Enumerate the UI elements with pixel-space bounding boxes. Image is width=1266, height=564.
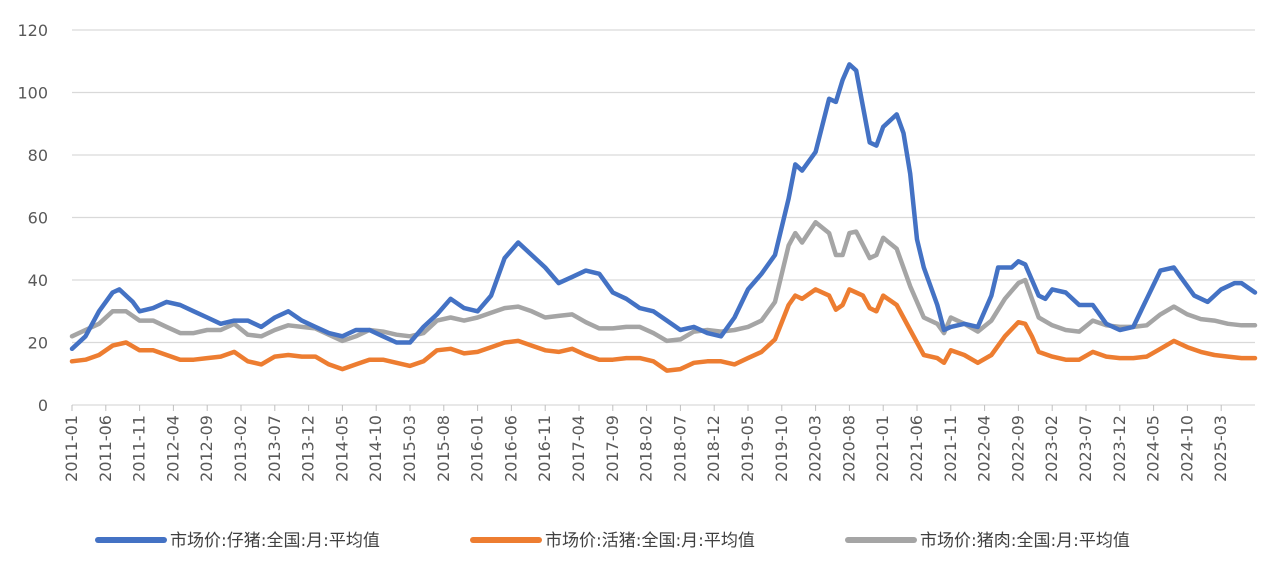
x-tick-label: 2011-06 <box>96 415 115 482</box>
x-tick-label: 2024-10 <box>1177 415 1196 482</box>
legend-item-3: 市场价:猪肉:全国:月:平均值 <box>845 531 1130 551</box>
y-tick-label: 120 <box>17 21 48 40</box>
x-tick-label: 2011-11 <box>130 415 149 482</box>
y-tick-label: 0 <box>38 396 48 415</box>
x-tick-label: 2019-10 <box>772 415 791 482</box>
legend-label: 市场价:猪肉:全国:月:平均值 <box>920 531 1130 551</box>
series-line-1 <box>69 62 1258 352</box>
series-lines <box>69 62 1258 373</box>
x-tick-label: 2015-08 <box>434 415 453 482</box>
x-tick-label: 2020-03 <box>806 415 825 482</box>
x-tick-label: 2014-05 <box>332 415 351 482</box>
x-tick-label: 2021-01 <box>873 415 892 482</box>
x-tick-label: 2016-11 <box>535 415 554 482</box>
x-tick-label: 2015-03 <box>400 415 419 482</box>
x-tick-label: 2011-01 <box>62 415 81 482</box>
series-line-3 <box>69 219 1258 344</box>
x-tick-label: 2025-03 <box>1211 415 1230 482</box>
x-tick-label: 2018-12 <box>704 415 723 482</box>
legend-label: 市场价:活猪:全国:月:平均值 <box>545 531 755 551</box>
x-tick-label: 2023-12 <box>1110 415 1129 482</box>
x-tick-label: 2016-01 <box>468 415 487 482</box>
legend-label: 市场价:仔猪:全国:月:平均值 <box>170 531 380 551</box>
grid-lines <box>72 29 1255 344</box>
y-tick-label: 40 <box>28 271 48 290</box>
x-tick-label: 2018-07 <box>670 415 689 482</box>
x-tick-label: 2022-04 <box>975 415 994 482</box>
x-tick-label: 2022-09 <box>1008 415 1027 482</box>
y-tick-label: 20 <box>28 334 48 353</box>
x-axis: 2011-01 2011-06 2011-11 2012-04 2012-09 2013-… <box>62 404 1255 482</box>
legend-item-1: 市场价:仔猪:全国:月:平均值 <box>95 531 380 551</box>
x-tick-label: 2014-10 <box>366 415 385 482</box>
y-tick-label: 80 <box>28 146 48 165</box>
x-tick-label: 2023-07 <box>1076 415 1095 482</box>
x-tick-label: 2019-05 <box>738 415 757 482</box>
y-axis-ticks: 0 20 40 60 80 100 120 <box>17 21 48 415</box>
x-tick-label: 2020-08 <box>839 415 858 482</box>
x-tick-label: 2013-02 <box>231 415 250 482</box>
x-tick-label: 2017-09 <box>603 415 622 482</box>
x-tick-label: 2018-02 <box>637 415 656 482</box>
y-tick-label: 100 <box>17 84 48 103</box>
legend: 市场价:仔猪:全国:月:平均值 市场价:活猪:全国:月:平均值 市场价:猪肉:全国:… <box>95 531 1130 551</box>
legend-item-2: 市场价:活猪:全国:月:平均值 <box>470 531 755 551</box>
x-tick-label: 2012-04 <box>163 415 182 482</box>
x-tick-label: 2016-06 <box>501 415 520 482</box>
series-line-2 <box>69 287 1258 373</box>
x-tick-label: 2013-12 <box>299 415 318 482</box>
x-tick-label: 2024-05 <box>1144 415 1163 482</box>
x-tick-label: 2017-04 <box>569 415 588 482</box>
x-tick-label: 2013-07 <box>265 415 284 482</box>
x-tick-label: 2023-02 <box>1042 415 1061 482</box>
x-tick-label: 2021-06 <box>907 415 926 482</box>
x-tick-label: 2021-11 <box>941 415 960 482</box>
x-tick-label: 2012-09 <box>197 415 216 482</box>
y-tick-label: 60 <box>28 209 48 228</box>
